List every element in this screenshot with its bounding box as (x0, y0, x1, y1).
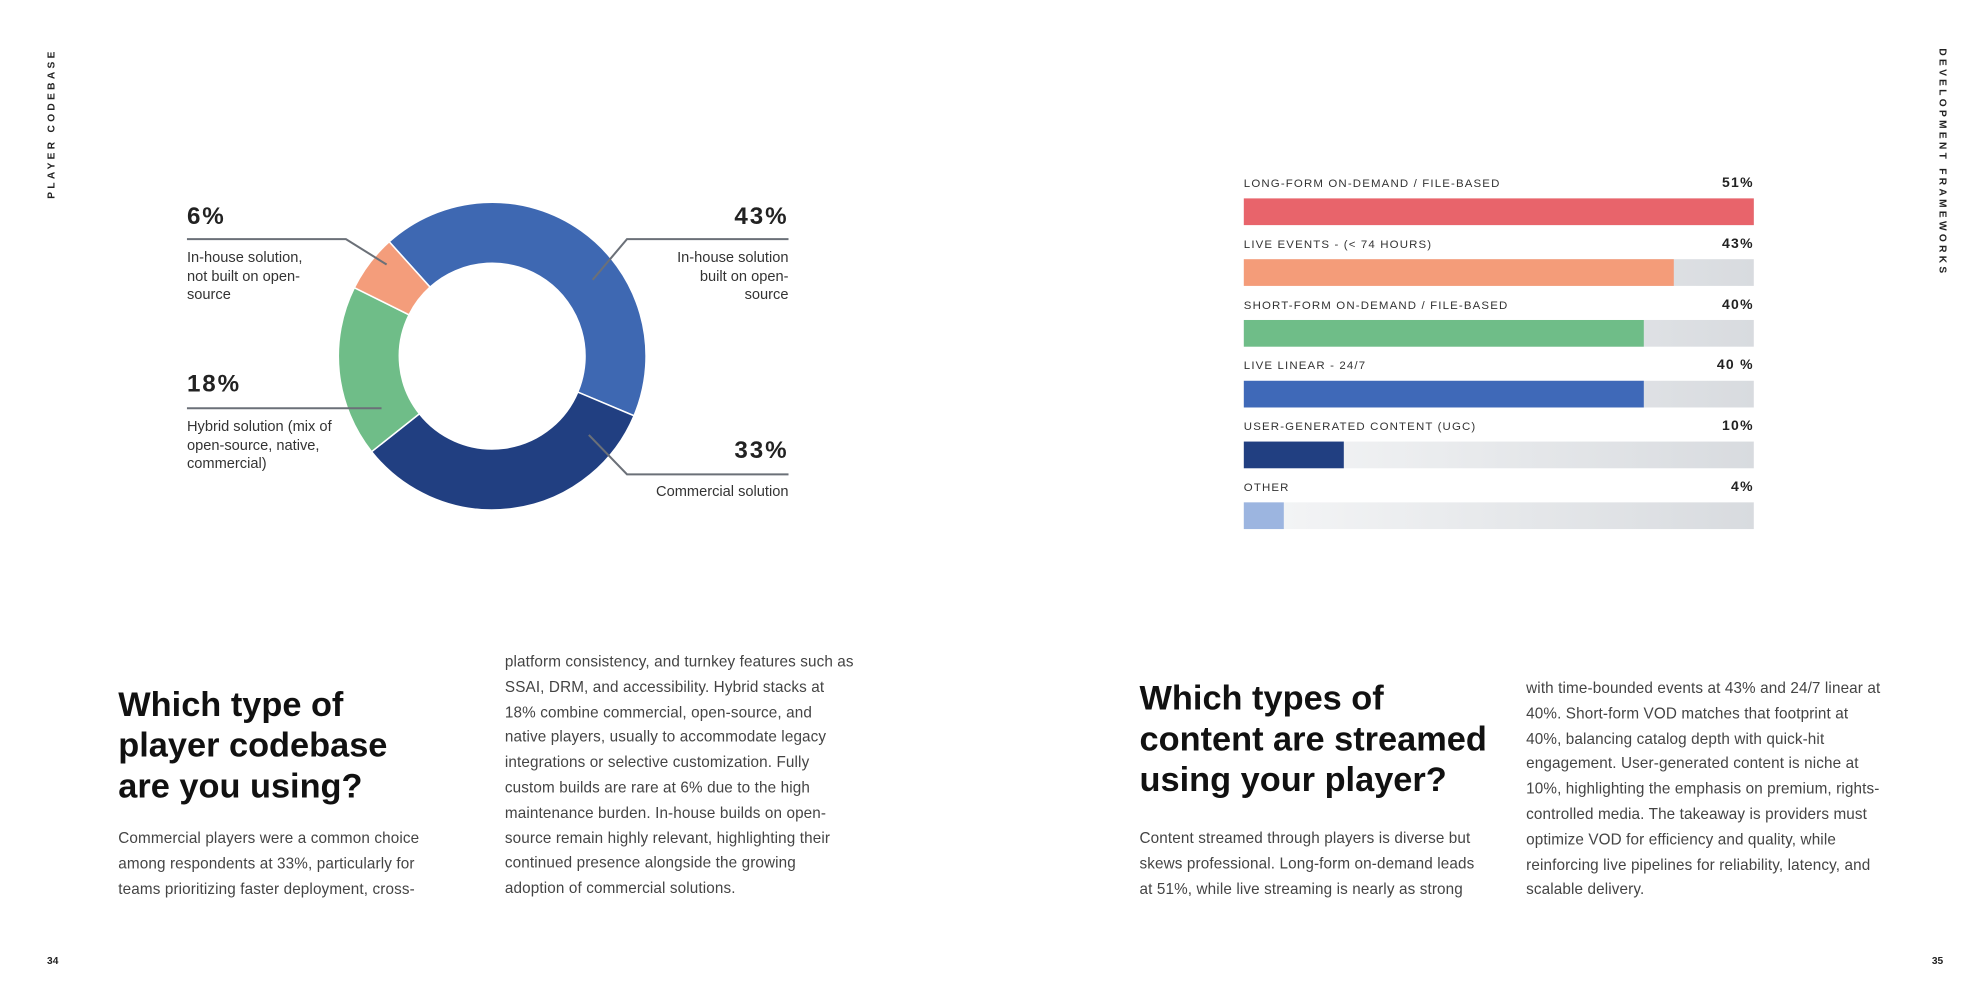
category-label: In-house solution built on open-source (677, 250, 789, 303)
category-label: Hybrid solution (mix of open-source, nat… (186, 419, 332, 472)
bar-value-label: 51% (1721, 175, 1754, 191)
value-label: 6% (186, 203, 226, 231)
value-label: 33% (734, 437, 789, 465)
page-number: 35 (1931, 955, 1944, 967)
bar-category: USER-GENERATED CONTENT (UGC) (1243, 419, 1477, 433)
bar (1243, 441, 1344, 469)
bar (1243, 502, 1284, 530)
bar-value-label: 40% (1721, 297, 1754, 313)
bar-category: LIVE EVENTS - (< 74 HOURS) (1243, 237, 1433, 251)
paragraph: Commercial players were a common choice … (118, 829, 420, 898)
category-label: In-house solution, not built on open-sou… (186, 250, 303, 303)
bar (1243, 198, 1754, 226)
bar-value-label: 4% (1731, 479, 1754, 495)
bar (1243, 319, 1644, 347)
donut-slice (388, 201, 647, 417)
leader-line (588, 434, 789, 476)
paragraph: Content streamed through players is dive… (1139, 829, 1475, 898)
side-label: PLAYER CODEBASE (45, 48, 58, 199)
side-label: DEVELOPMENT FRAMEWORKS (1936, 48, 1949, 277)
bar-value-label: 10% (1721, 418, 1754, 434)
value-label: 43% (734, 203, 789, 231)
donut-slice (353, 240, 432, 316)
bar (1243, 380, 1644, 408)
value-label: 18% (186, 371, 242, 399)
leader-line (591, 238, 789, 281)
section-title: Which type of player codebase are you us… (118, 685, 388, 806)
bar-value-label: 43% (1721, 236, 1754, 252)
bar-category: SHORT-FORM ON-DEMAND / FILE-BASED (1243, 298, 1509, 312)
bar-category: LONG-FORM ON-DEMAND / FILE-BASED (1243, 176, 1501, 190)
paragraph: platform consistency, and turnkey featur… (504, 652, 854, 897)
donut-slice (370, 391, 636, 511)
leader-line (186, 238, 388, 266)
bar-value-label: 40 % (1716, 357, 1754, 374)
category-label: Commercial solution (656, 484, 789, 500)
bar (1243, 259, 1674, 286)
section-title: Which types of content are streamed usin… (1139, 679, 1487, 799)
bar-category: OTHER (1243, 480, 1290, 494)
bar-category: LIVE LINEAR - 24/7 (1243, 359, 1367, 372)
paragraph: with time-bounded events at 43% and 24/7… (1526, 679, 1881, 899)
page-number: 34 (47, 955, 59, 967)
bar-track (1243, 502, 1754, 530)
